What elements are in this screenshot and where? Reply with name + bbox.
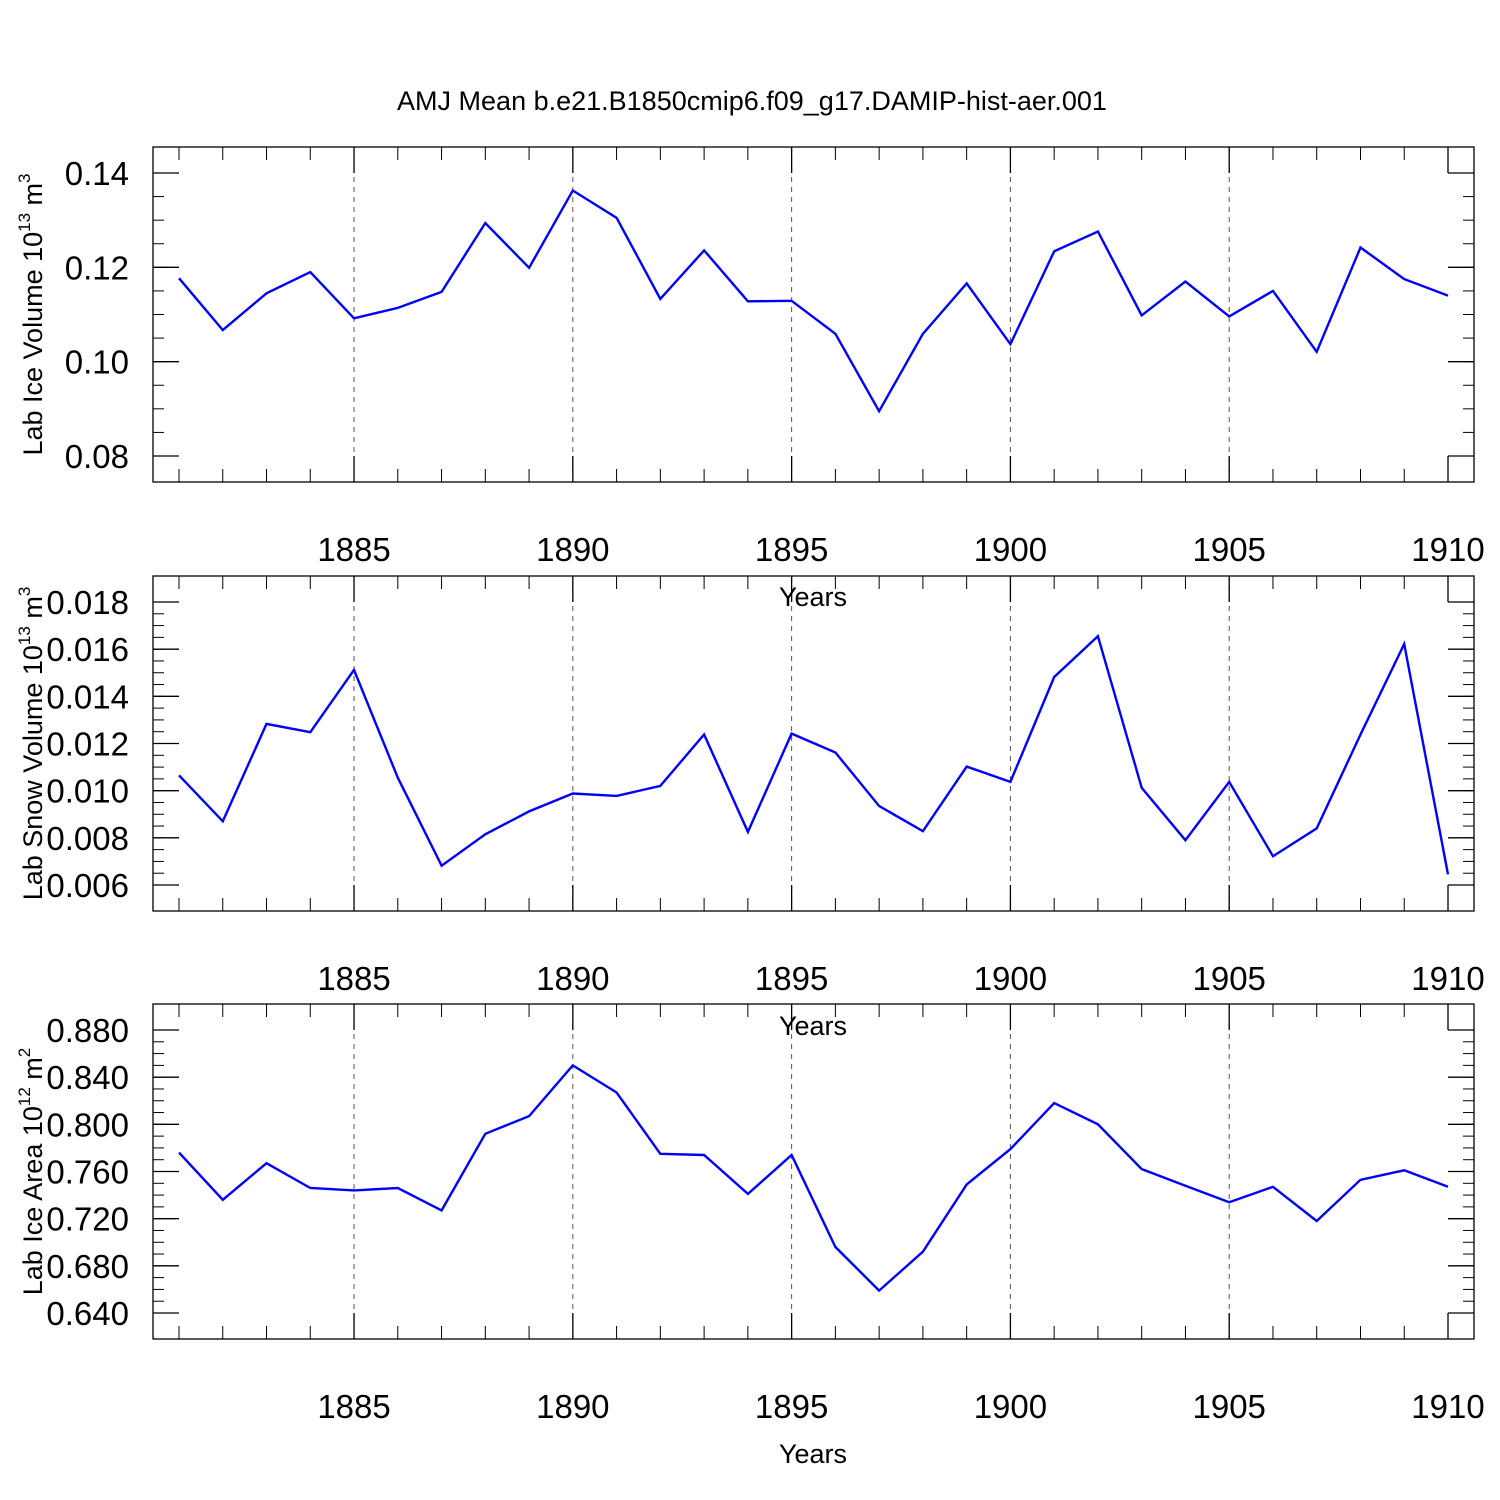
x-tick-label: 1885 (317, 1388, 390, 1425)
y-axis-title: Lab Ice Area 1012 m2 (15, 1048, 48, 1296)
y-tick-label: 0.008 (46, 820, 129, 857)
y-axis-title: Lab Snow Volume 1013 m3 (15, 587, 48, 901)
y-axis-title-unit: m (18, 1057, 48, 1080)
x-tick-label: 1905 (1192, 531, 1265, 568)
x-tick-label: 1890 (536, 1388, 609, 1425)
y-tick-label: 0.720 (46, 1201, 129, 1238)
x-tick-label: 1890 (536, 960, 609, 997)
y-tick-label: 0.018 (46, 584, 129, 621)
y-axis-title-main: Lab Snow Volume 10 (18, 645, 48, 900)
y-tick-label: 0.016 (46, 631, 129, 668)
y-tick-label: 0.012 (46, 726, 129, 763)
y-tick-label: 0.840 (46, 1059, 129, 1096)
series-line (178, 188, 1449, 414)
x-axis-title: Years (779, 1439, 847, 1469)
y-axis-title-exp: 13 (15, 213, 34, 232)
y-axis-title: Lab Ice Volume 1013 m3 (15, 173, 48, 455)
x-tick-label: 1900 (974, 960, 1047, 997)
x-tick-label: 1910 (1411, 531, 1484, 568)
x-tick-label: 1905 (1192, 960, 1265, 997)
x-tick-label: 1885 (317, 960, 390, 997)
y-tick-label: 0.880 (46, 1012, 129, 1049)
y-tick-label: 0.760 (46, 1154, 129, 1191)
y-axis-title-main: Lab Ice Volume 10 (18, 232, 48, 456)
x-tick-label: 1895 (755, 1388, 828, 1425)
series-line (178, 1063, 1449, 1293)
x-tick-label: 1905 (1192, 1388, 1265, 1425)
y-axis-title-unit: m (18, 596, 48, 619)
y-tick-label: 0.010 (46, 773, 129, 810)
panel-ice-area: 1885 1890 1895 1900 1905 1910 0.640 0.680 0.720… (15, 1003, 1485, 1469)
y-axis-title-unit-exp: 3 (15, 587, 34, 596)
x-tick-label: 1885 (317, 531, 390, 568)
y-axis-title-exp: 13 (15, 626, 34, 645)
panel-snow-volume: 1885 1890 1895 1900 1905 1910 0.006 0.008 0.010… (15, 575, 1485, 1041)
x-tick-label: 1900 (974, 531, 1047, 568)
x-tick-label: 1910 (1411, 960, 1484, 997)
y-axis-title-exp: 12 (15, 1087, 34, 1106)
plot-frame (152, 146, 1475, 483)
panel-ice-volume: 1885 1890 1895 1900 1905 1910 0.08 0.10 0.12 0.1… (15, 146, 1485, 612)
x-tick-label: 1890 (536, 531, 609, 568)
x-tick-label: 1900 (974, 1388, 1047, 1425)
y-axis-title-unit-exp: 3 (15, 173, 34, 182)
y-tick-label: 0.10 (65, 344, 129, 381)
y-axis-title-unit-exp: 2 (15, 1048, 34, 1057)
y-tick-label: 0.640 (46, 1295, 129, 1332)
x-tick-label: 1895 (755, 531, 828, 568)
x-axis-title: Years (779, 582, 847, 612)
x-tick-label: 1910 (1411, 1388, 1484, 1425)
plot-frame (152, 1003, 1475, 1340)
x-tick-label: 1895 (755, 960, 828, 997)
y-axis-title-main: Lab Ice Area 10 (18, 1106, 48, 1295)
y-tick-label: 0.12 (65, 249, 129, 286)
x-axis-title: Years (779, 1011, 847, 1041)
y-tick-label: 0.800 (46, 1106, 129, 1143)
plot-frame (152, 575, 1475, 912)
y-axis-title-unit: m (18, 183, 48, 206)
y-tick-label: 0.14 (65, 155, 129, 192)
series-line (178, 633, 1450, 875)
chart-title: AMJ Mean b.e21.B1850cmip6.f09_g17.DAMIP-… (397, 86, 1107, 116)
y-tick-label: 0.006 (46, 867, 129, 904)
y-tick-label: 0.680 (46, 1248, 129, 1285)
y-tick-label: 0.08 (65, 438, 129, 475)
y-tick-label: 0.014 (46, 678, 129, 715)
